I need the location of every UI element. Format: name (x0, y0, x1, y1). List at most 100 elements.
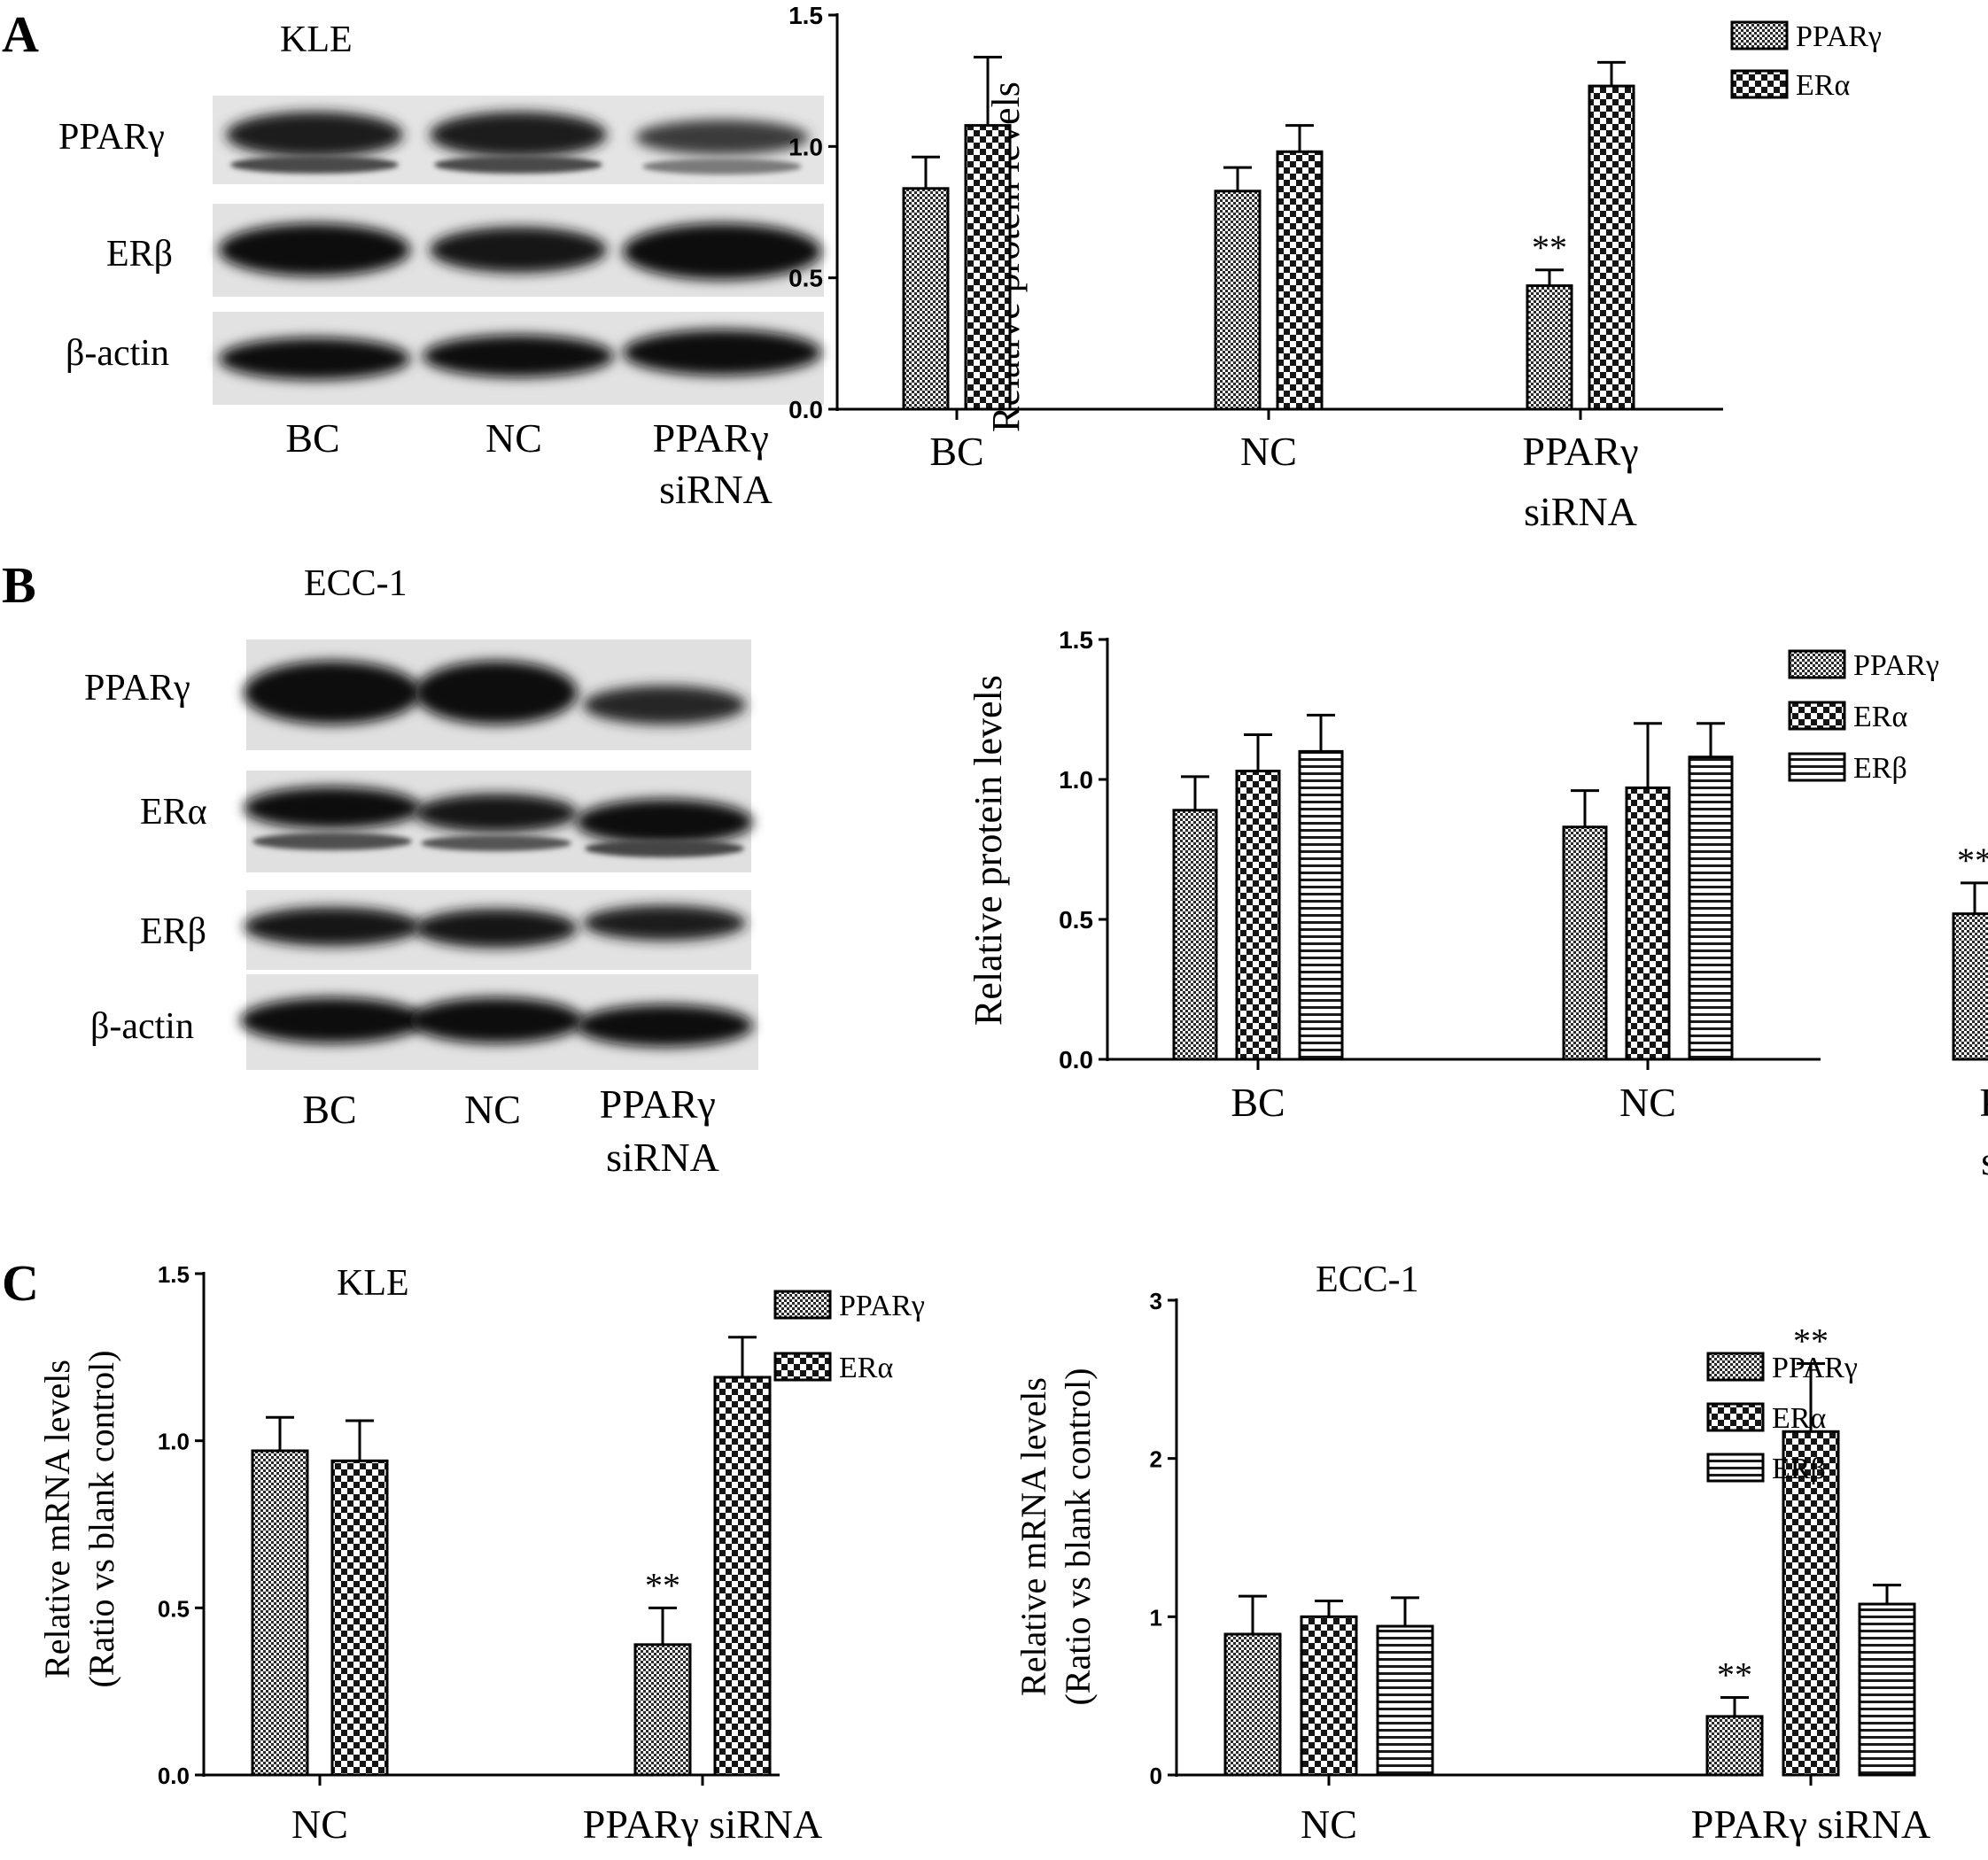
legend-swatch (773, 1290, 832, 1320)
blot-b-lane-label-line1: PPARγ (600, 1081, 716, 1127)
bar (1235, 770, 1281, 1061)
y-tick-label: 0.5 (1059, 906, 1093, 934)
blot-a-lane-label: PPARγ siRNA (653, 415, 780, 512)
blot-a-lane-label: NC (485, 415, 542, 461)
bar (1625, 786, 1671, 1061)
bar (1705, 1715, 1764, 1777)
significance-mark: ** (1717, 1655, 1752, 1694)
significance-mark: ** (645, 1565, 680, 1605)
y-axis-label-2: (Ratio vs blank control) (82, 1350, 121, 1687)
x-tick-label: BC (1231, 1080, 1285, 1125)
blot-b-row-label: ERα (140, 792, 207, 833)
bar (1376, 1624, 1434, 1777)
y-axis-label: Relative protein levels (967, 675, 1010, 1026)
blot-a-lane-label: BC (285, 415, 339, 461)
blot-b-row-label: β-actin (90, 1006, 194, 1047)
x-tick-label: PPARγ siRNA (1691, 1802, 1930, 1847)
legend-label: PPARγ (1796, 20, 1882, 53)
bar (1858, 1602, 1916, 1777)
legend-label: ERα (839, 1352, 893, 1384)
chart-b-protein-ecc1: 0.0 0.5 1.0 1.5 Relative protein levels BC NC P… (967, 626, 1988, 1183)
y-axis-label: Relative mRNA levels (37, 1360, 77, 1678)
y-tick-label: 1 (1150, 1604, 1162, 1631)
x-tick-label: NC (1240, 429, 1297, 474)
legend-label: PPARγ (1772, 1352, 1858, 1384)
legend-label: ERα (1772, 1402, 1826, 1435)
y-tick-label: 0.5 (158, 1595, 190, 1622)
legend-swatch (1730, 69, 1789, 99)
bar (1526, 284, 1573, 411)
y-tick-label: 1.0 (158, 1429, 190, 1455)
x-tick-label: NC (1619, 1080, 1676, 1125)
chart-c-mrna-ecc1: 0 1 2 3 Relative mRNA levels (Ratio vs blank … (1013, 1259, 1930, 1847)
bar (633, 1643, 692, 1777)
bar (1562, 825, 1608, 1061)
y-tick-label: 0 (1150, 1763, 1162, 1789)
blot-a-lane-label-line1: PPARγ (653, 415, 769, 461)
legend-label: ERα (1853, 701, 1907, 733)
blot-strip (240, 974, 758, 1070)
y-tick-label: 1.0 (1059, 766, 1093, 794)
bar (1588, 84, 1635, 411)
significance-mark: ** (1793, 1321, 1829, 1360)
legend-swatch (1706, 1352, 1765, 1382)
bar (1688, 756, 1734, 1061)
legend-swatch (1706, 1453, 1765, 1483)
y-tick-label: 0.5 (788, 265, 823, 292)
legend-label: PPARγ (839, 1290, 925, 1322)
x-tick-label: NC (1301, 1802, 1357, 1847)
x-tick-label: NC (291, 1802, 348, 1847)
blot-a-row-label: PPARγ (58, 117, 165, 158)
bar (964, 124, 1012, 411)
x-tick-label: BC (929, 429, 983, 474)
blot-b-row-label: PPARγ (84, 668, 190, 709)
blot-strip (213, 96, 824, 184)
bar (713, 1376, 772, 1777)
blot-b-lane-label: BC (302, 1087, 356, 1132)
y-tick-label: 0.0 (1059, 1046, 1093, 1073)
y-tick-label: 1.5 (1059, 626, 1093, 654)
legend-swatch (1788, 701, 1846, 731)
blot-a-lane-label-line2: siRNA (659, 467, 773, 512)
blot-strip (213, 312, 824, 405)
bar (1276, 150, 1324, 411)
panel-letter-b: B (2, 556, 36, 614)
legend-label: ERα (1796, 69, 1850, 102)
y-tick-label: 3 (1150, 1288, 1162, 1314)
panel-letter-c: C (2, 1254, 39, 1312)
y-tick-label: 0.0 (788, 396, 823, 423)
significance-mark: ** (1532, 228, 1567, 267)
bar (902, 187, 950, 411)
legend-swatch (773, 1352, 832, 1382)
legend-label: ERβ (1853, 752, 1907, 785)
legend-label: PPARγ (1853, 649, 1939, 682)
y-tick-label: 0.0 (158, 1763, 190, 1789)
bar (1298, 749, 1344, 1061)
legend-swatch (1706, 1402, 1765, 1432)
blot-b-row-label: ERβ (140, 911, 206, 952)
y-tick-label: 1.5 (788, 2, 823, 29)
blot-b-lane-label: NC (464, 1087, 521, 1132)
blot-a-cell-line: KLE (280, 19, 353, 60)
y-axis-label: Relative mRNA levels (1013, 1377, 1053, 1696)
legend-swatch (1788, 752, 1846, 782)
y-tick-label: 1.5 (158, 1261, 190, 1288)
y-tick-label: 1.0 (788, 133, 823, 160)
blot-strip (244, 771, 753, 872)
blot-a-row-label: β-actin (66, 333, 169, 374)
blot-strip (244, 639, 751, 750)
blot-b-lane-label-line2: siRNA (606, 1135, 719, 1180)
blot-a: KLE PPARγ ERβ β-actin BC NC PPAR (58, 19, 824, 512)
legend-label: ERβ (1772, 1453, 1826, 1485)
legend-swatch (1730, 20, 1789, 50)
legend-swatch (1788, 649, 1846, 679)
x-tick-label: PPARγ (1522, 429, 1638, 474)
bar (1214, 190, 1262, 411)
blot-b: ECC-1 PPARγ ERα ERβ β-actin (84, 563, 758, 1180)
chart-title: ECC-1 (1316, 1259, 1419, 1300)
y-tick-label: 2 (1150, 1446, 1162, 1473)
blot-b-cell-line: ECC-1 (304, 563, 408, 604)
x-tick-label: PPARγ (1979, 1080, 1988, 1125)
